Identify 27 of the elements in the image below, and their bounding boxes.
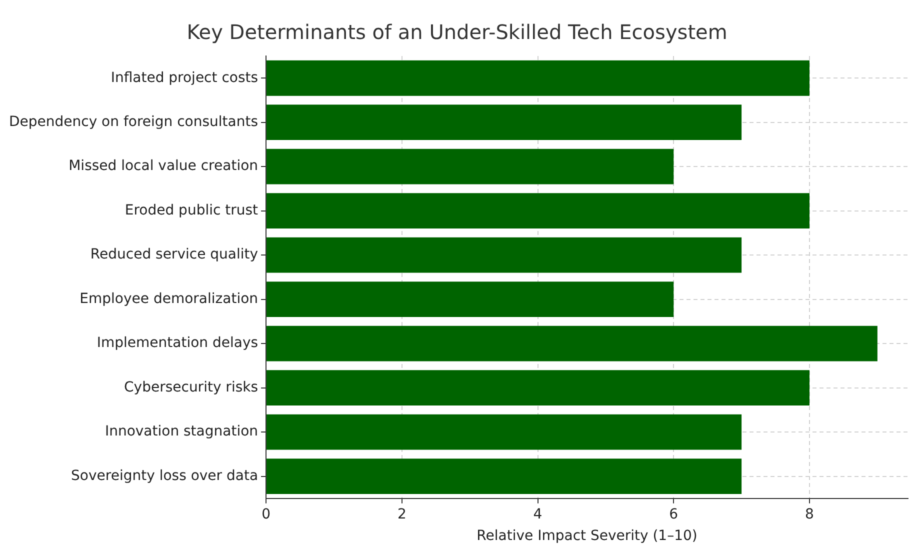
bar [266, 148, 674, 184]
y-tick-label: Cybersecurity risks [124, 379, 258, 396]
bar [266, 458, 742, 494]
bar [266, 370, 810, 406]
y-tick-label: Missed local value creation [68, 158, 258, 174]
bar [266, 326, 878, 362]
x-tick-label: 0 [262, 506, 270, 522]
chart-title: Key Determinants of an Under-Skilled Tech Ecosystem [186, 20, 728, 44]
bar [266, 237, 742, 273]
x-tick-label: 4 [533, 506, 542, 522]
bar [266, 414, 742, 450]
y-tick-label: Sovereignty loss over data [71, 468, 258, 484]
x-tick-label: 6 [669, 506, 678, 522]
bar [266, 193, 810, 229]
y-tick-label: Reduced service quality [90, 246, 258, 263]
bar [266, 104, 742, 140]
x-axis-title: Relative Impact Severity (1–10) [476, 528, 698, 544]
y-tick-label: Innovation stagnation [104, 424, 258, 440]
y-tick-label: Eroded public trust [124, 202, 259, 218]
y-tick-label: Inflated project costs [110, 70, 258, 86]
y-tick-label: Employee demoralization [80, 290, 258, 307]
x-tick-label: 8 [805, 506, 814, 522]
y-tick-label: Dependency on foreign consultants [8, 114, 258, 130]
bar [266, 60, 810, 96]
y-tick-label: Implementation delays [96, 335, 258, 352]
x-tick-label: 2 [397, 506, 406, 522]
bar [266, 282, 674, 318]
